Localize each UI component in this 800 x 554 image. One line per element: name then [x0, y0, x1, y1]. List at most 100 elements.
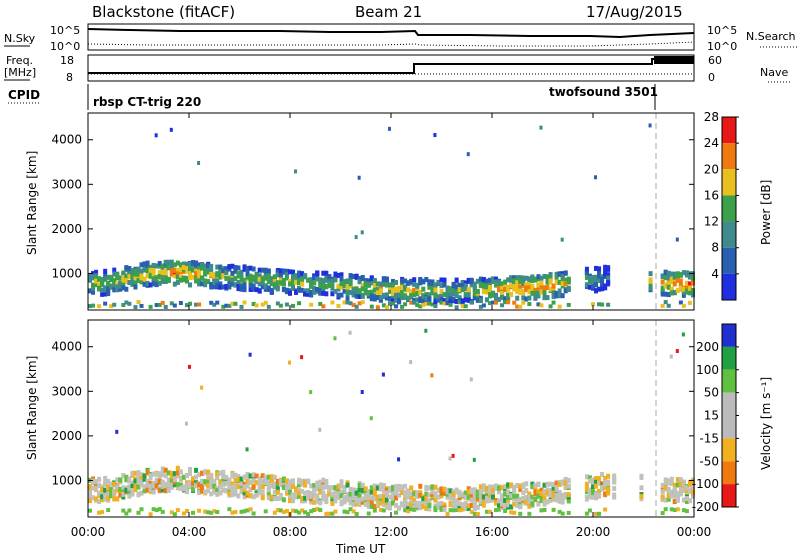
x-axis-label: Time UT — [335, 542, 386, 554]
range-gate-cell — [106, 487, 111, 493]
range-gate-cell — [442, 282, 447, 288]
range-gate-cell — [197, 266, 202, 272]
range-gate-cell — [500, 290, 505, 296]
range-gate-cell — [594, 282, 599, 288]
range-gate-cell — [194, 260, 199, 266]
range-gate-cell — [400, 304, 405, 309]
range-gate-cell — [551, 290, 556, 296]
range-gate-cell — [587, 494, 592, 500]
range-gate-cell — [203, 267, 208, 273]
nsearch-line — [87, 41, 695, 47]
range-gate-cell — [130, 274, 135, 280]
range-gate-cell — [197, 482, 202, 488]
range-gate-cell — [357, 498, 362, 504]
range-gate-cell — [391, 298, 395, 304]
range-gate-cell — [451, 296, 456, 302]
range-gate-cell — [260, 267, 265, 273]
range-gate-cell — [303, 291, 308, 297]
range-gate-cell — [548, 286, 553, 292]
range-gate-cell — [348, 496, 353, 502]
range-gate-cell — [175, 465, 180, 471]
range-gate-cell — [239, 484, 244, 490]
range-gate-cell — [254, 273, 259, 279]
range-gate-cell — [433, 484, 438, 490]
range-gate-cell — [197, 490, 202, 496]
range-gate-cell — [366, 502, 371, 508]
range-gate-cell — [448, 299, 453, 305]
range-gate-cell — [533, 482, 538, 488]
range-gate-cell — [387, 296, 392, 302]
range-gate-cell — [539, 498, 544, 504]
range-gate-cell — [345, 510, 350, 515]
range-gate-cell — [472, 501, 477, 507]
range-gate-cell — [372, 503, 377, 509]
range-gate-cell — [263, 480, 268, 486]
range-gate-cell — [490, 484, 495, 490]
range-gate-cell — [194, 483, 199, 489]
range-gate-cell — [421, 298, 426, 304]
range-gate-cell — [103, 276, 108, 282]
range-gate-cell — [169, 510, 174, 515]
range-gate-cell — [306, 288, 311, 294]
range-gate-cell — [527, 289, 532, 295]
range-gate-cell — [100, 276, 105, 282]
range-gate-cell — [97, 490, 102, 496]
range-gate-cell — [266, 480, 271, 486]
range-gate-cell — [333, 288, 338, 294]
range-gate-cell — [663, 480, 668, 486]
range-gate-cell — [442, 502, 447, 508]
range-gate-cell — [466, 494, 471, 500]
range-gate-cell — [469, 497, 474, 503]
range-gate-cell — [681, 303, 686, 308]
range-gate-cell — [142, 261, 147, 267]
range-gate-cell — [221, 268, 226, 274]
colorbar-segment — [722, 143, 736, 170]
range-gate-cell — [157, 263, 162, 269]
range-gate-cell — [481, 289, 486, 295]
range-gate-cell — [360, 275, 365, 281]
range-gate-cell — [245, 478, 250, 484]
range-gate-cell — [194, 474, 199, 480]
range-gate-cell — [178, 267, 183, 273]
range-gate-cell — [294, 277, 299, 283]
range-gate-cell — [187, 275, 192, 281]
range-gate-cell — [297, 301, 302, 306]
range-gate-cell — [415, 490, 420, 496]
range-gate-cell — [418, 296, 423, 302]
range-gate-cell — [403, 499, 408, 505]
range-gate-cell — [218, 484, 223, 490]
range-gate-cell — [451, 504, 456, 510]
range-gate-cell — [545, 276, 550, 282]
range-gate-cell — [391, 301, 395, 306]
date-title: 17/Aug/2015 — [586, 3, 683, 21]
range-gate-cell — [260, 478, 265, 484]
range-gate-cell — [369, 293, 374, 299]
range-gate-cell — [157, 507, 162, 512]
range-gate-cell — [503, 491, 508, 497]
range-gate-cell — [457, 492, 462, 498]
range-gate-cell — [397, 292, 402, 298]
range-gate-cell — [309, 292, 314, 298]
range-gate-cell — [669, 507, 674, 512]
range-gate-cell — [121, 285, 126, 291]
range-gate-cell — [118, 275, 123, 281]
range-gate-cell — [554, 274, 559, 280]
range-gate-cell — [639, 485, 644, 491]
range-gate-cell — [487, 484, 492, 490]
range-gate-cell — [515, 502, 520, 508]
range-gate-cell — [172, 267, 177, 273]
range-gate-cell — [690, 280, 695, 286]
range-gate-cell — [497, 485, 502, 491]
range-gate-cell — [406, 287, 411, 293]
range-gate-cell — [330, 511, 335, 516]
range-gate-cell — [130, 279, 135, 285]
range-gate-cell — [412, 501, 417, 507]
range-gate-cell — [421, 295, 426, 301]
range-gate-cell — [369, 275, 374, 281]
range-gate-cell — [221, 273, 226, 279]
range-gate-cell — [478, 298, 483, 304]
range-gate-cell — [112, 284, 117, 290]
range-gate-cell — [557, 509, 562, 514]
range-gate-cell — [178, 274, 183, 280]
